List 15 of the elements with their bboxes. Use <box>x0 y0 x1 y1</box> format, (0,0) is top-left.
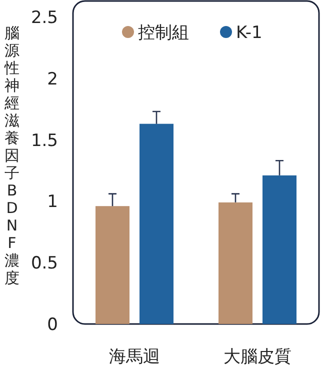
y-tick-label: 2.5 <box>30 8 58 28</box>
bar <box>218 202 252 324</box>
y-tick-label: 0.5 <box>30 254 58 274</box>
legend-label: 控制組 <box>138 23 189 43</box>
bar <box>96 206 130 324</box>
y-tick-label: 1.5 <box>30 130 58 151</box>
x-tick-label: 大腦皮質 <box>224 347 292 367</box>
bar <box>262 175 296 324</box>
y-tick-label: 2 <box>47 69 58 90</box>
text: 腦源性神經滋養因子BDNF濃度 <box>4 24 20 287</box>
y-tick-label: 0 <box>47 315 58 335</box>
x-tick-label: 海馬迴 <box>109 347 160 367</box>
y-tick-label: 1 <box>47 192 58 212</box>
legend-label: K-1 <box>236 23 262 43</box>
bar <box>140 124 174 324</box>
